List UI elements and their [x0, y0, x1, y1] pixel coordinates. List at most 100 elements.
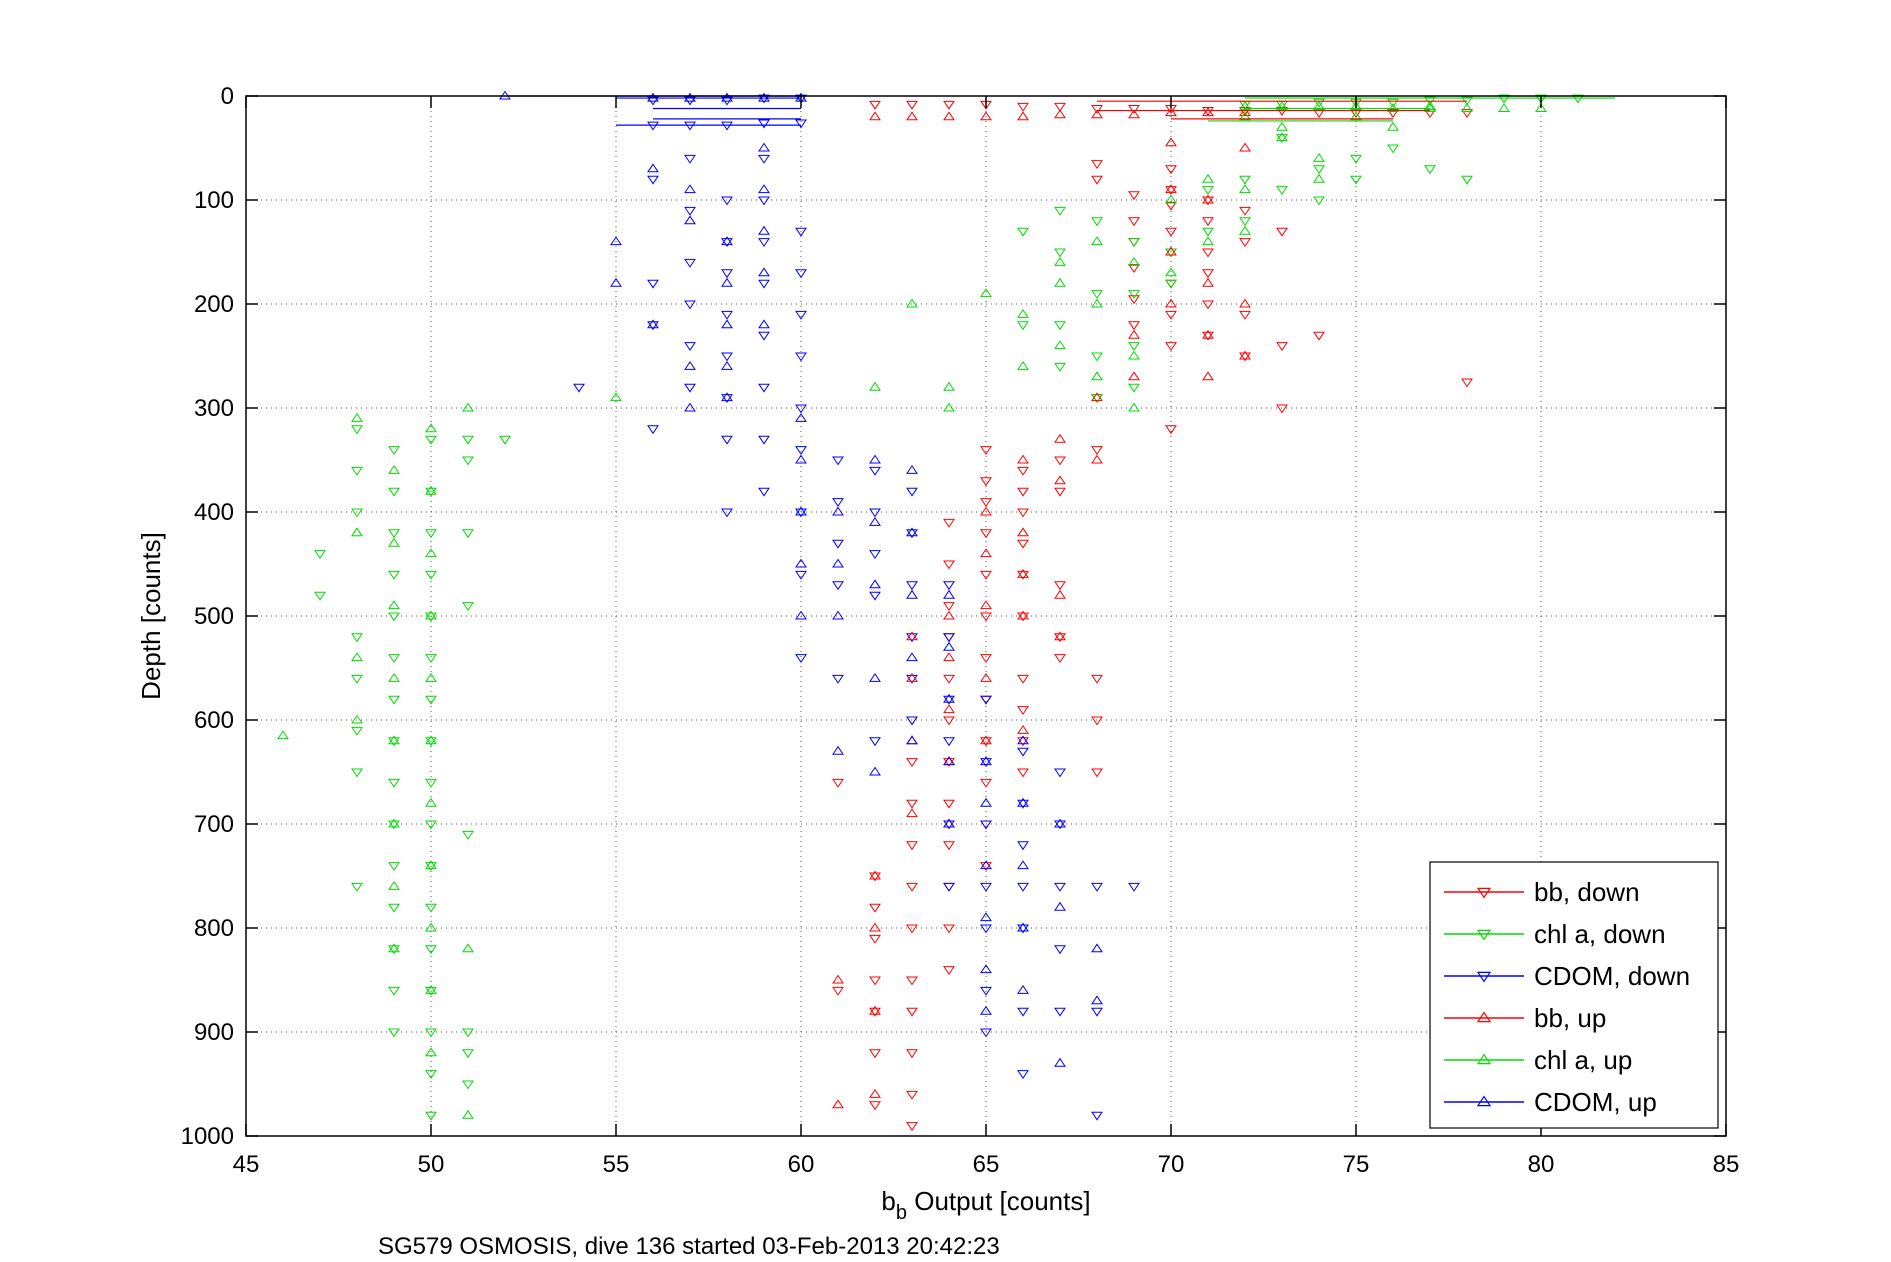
- data-point: [1054, 206, 1066, 216]
- data-point: [869, 550, 881, 560]
- data-point: [1091, 454, 1103, 464]
- data-point: [1128, 264, 1140, 274]
- data-point: [462, 1049, 474, 1059]
- data-point: [869, 1005, 881, 1015]
- data-point: [425, 986, 437, 996]
- data-point: [1202, 300, 1214, 310]
- data-point: [980, 672, 992, 682]
- data-point: [388, 737, 400, 747]
- data-point: [1165, 227, 1177, 237]
- data-point: [832, 745, 844, 755]
- data-point: [1424, 165, 1436, 175]
- data-point: [684, 383, 696, 393]
- data-point: [795, 654, 807, 664]
- x-axis-label-base: b: [881, 1186, 895, 1216]
- data-point: [277, 730, 289, 740]
- data-point: [1091, 290, 1103, 300]
- x-axis-label-subscript: b: [896, 1202, 907, 1224]
- data-point: [869, 934, 881, 944]
- data-point: [795, 404, 807, 414]
- data-point: [906, 716, 918, 726]
- data-point: [351, 412, 363, 422]
- data-point: [943, 589, 955, 599]
- data-point: [869, 672, 881, 682]
- data-point: [795, 310, 807, 320]
- data-point: [1091, 175, 1103, 185]
- data-point: [388, 903, 400, 913]
- data-point: [980, 735, 992, 745]
- data-point: [351, 527, 363, 537]
- data-point: [721, 352, 733, 362]
- y-tick-label: 400: [194, 499, 234, 526]
- data-point: [1128, 321, 1140, 331]
- data-point: [1350, 154, 1362, 164]
- data-point: [832, 498, 844, 508]
- legend-marker: [1476, 1095, 1492, 1107]
- data-point: [906, 882, 918, 892]
- data-point: [388, 612, 400, 622]
- legend-entry-label: CDOM, up: [1534, 1087, 1657, 1117]
- data-point: [1054, 631, 1066, 641]
- x-tick-label: 55: [603, 1151, 630, 1178]
- data-point: [1165, 201, 1177, 211]
- data-point: [1054, 340, 1066, 350]
- data-point: [462, 402, 474, 412]
- data-point: [1165, 298, 1177, 308]
- data-point: [1165, 184, 1177, 194]
- data-point: [647, 175, 659, 185]
- data-point: [314, 591, 326, 601]
- data-point: [425, 435, 437, 445]
- data-point: [1091, 236, 1103, 246]
- data-point: [906, 1122, 918, 1132]
- data-point: [1091, 352, 1103, 362]
- data-point: [425, 1111, 437, 1121]
- data-point: [573, 383, 585, 393]
- data-point: [1128, 104, 1140, 114]
- data-point: [758, 184, 770, 194]
- data-point: [1054, 945, 1066, 955]
- data-point: [1017, 508, 1029, 518]
- data-point: [980, 1005, 992, 1015]
- data-point: [1350, 100, 1362, 110]
- data-point: [906, 924, 918, 934]
- data-point: [1202, 107, 1214, 117]
- data-point: [425, 695, 437, 705]
- data-point: [943, 882, 955, 892]
- data-point: [314, 550, 326, 560]
- data-point: [388, 1028, 400, 1038]
- data-point: [425, 862, 437, 872]
- data-point: [425, 654, 437, 664]
- data-point: [980, 778, 992, 788]
- data-point: [1128, 402, 1140, 412]
- data-point: [388, 537, 400, 547]
- data-point: [1313, 165, 1325, 175]
- data-point: [943, 633, 955, 643]
- data-point: [980, 820, 992, 830]
- data-point: [906, 735, 918, 745]
- data-point: [462, 1028, 474, 1038]
- data-point: [943, 100, 955, 110]
- data-point: [758, 267, 770, 277]
- data-point: [1165, 137, 1177, 147]
- data-point: [1054, 475, 1066, 485]
- data-point: [1239, 107, 1251, 117]
- data-point: [1202, 173, 1214, 183]
- data-point: [869, 872, 881, 882]
- data-point: [388, 820, 400, 830]
- data-point: [980, 797, 992, 807]
- y-tick-label: 900: [194, 1019, 234, 1046]
- data-point: [388, 654, 400, 664]
- data-point: [795, 446, 807, 456]
- data-point: [906, 1007, 918, 1017]
- data-point: [1202, 186, 1214, 196]
- data-point: [869, 508, 881, 518]
- data-point: [869, 922, 881, 932]
- data-point: [647, 321, 659, 331]
- data-point: [1017, 674, 1029, 684]
- data-point: [980, 758, 992, 768]
- data-point: [1054, 882, 1066, 892]
- data-point: [980, 654, 992, 664]
- data-point: [1239, 142, 1251, 152]
- data-point: [388, 945, 400, 955]
